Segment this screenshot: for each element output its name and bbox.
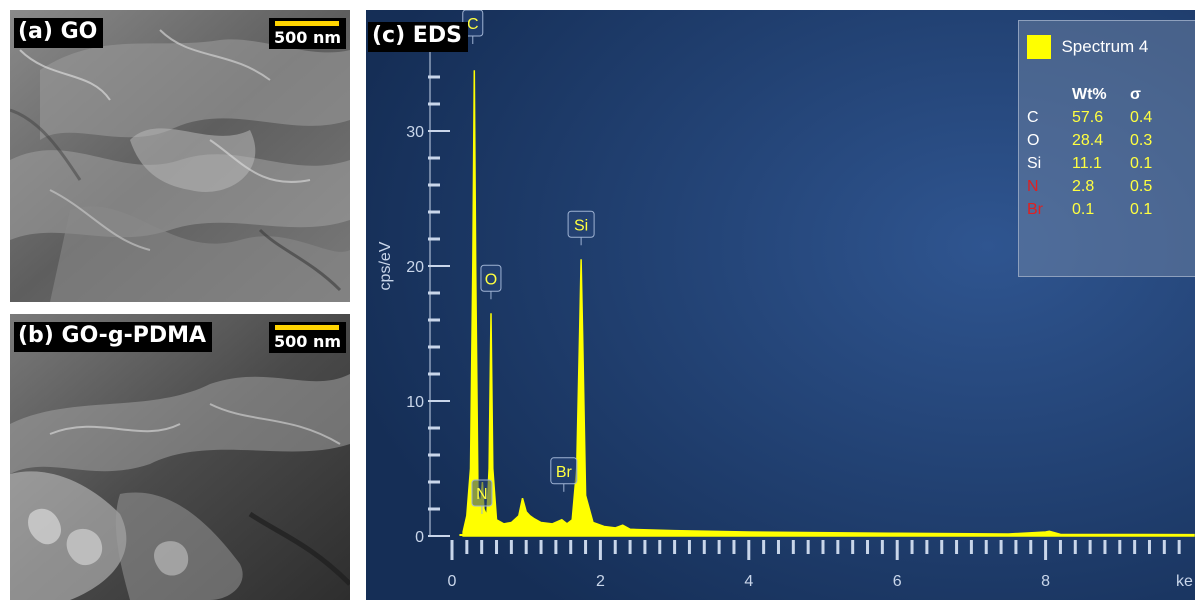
wt-value: 57.6 <box>1072 108 1104 126</box>
sem-texture-go-g-pdma <box>10 314 350 600</box>
sigma-value: 0.4 <box>1130 108 1153 126</box>
element-name: O <box>1027 131 1040 149</box>
panel-a-label: (a) GO <box>14 18 104 48</box>
peak-label-text: Br <box>556 464 573 481</box>
y-tick-label: 0 <box>415 529 424 546</box>
eds-spectrum-chart: 0 10 20 30 cps/eV 0 2 4 6 8 ke C N O Br Si <box>366 10 1195 600</box>
table-row: Br 0.1 0.1 <box>1027 198 1170 221</box>
legend-swatch <box>1027 35 1051 59</box>
element-name: N <box>1027 177 1039 195</box>
x-tick-label: 6 <box>893 573 902 590</box>
scale-bar-line <box>275 21 340 26</box>
table-header-row: Wt% σ <box>1027 83 1170 106</box>
x-tick-label: 2 <box>596 573 605 590</box>
header-wt: Wt% <box>1072 85 1107 103</box>
y-axis-label: cps/eV <box>377 241 394 290</box>
wt-value: 11.1 <box>1072 154 1102 172</box>
table-row: O 28.4 0.3 <box>1027 129 1170 152</box>
wt-value: 0.1 <box>1072 200 1095 218</box>
wt-value: 28.4 <box>1072 131 1104 149</box>
sigma-value: 0.1 <box>1130 200 1153 218</box>
sigma-value: 0.1 <box>1130 154 1153 172</box>
x-tick-label: 4 <box>744 573 753 590</box>
legend-header: Spectrum 4 <box>1027 35 1148 59</box>
panel-b-label: (b) GO-g-PDMA <box>14 322 212 352</box>
header-sigma: σ <box>1130 85 1141 103</box>
element-name: C <box>1027 108 1039 126</box>
legend: Spectrum 4 Wt% σ C 57.6 0.4 O 28.4 0.3 S… <box>1018 20 1195 277</box>
wt-value: 2.8 <box>1072 177 1095 195</box>
y-tick-label: 30 <box>406 124 424 141</box>
sem-image-go-g-pdma: (b) GO-g-PDMA 500 nm <box>10 314 350 600</box>
eds-spectrum-panel: 0 10 20 30 cps/eV 0 2 4 6 8 ke C N O Br Si (c) EDS Spe… <box>366 10 1195 600</box>
table-row: C 57.6 0.4 <box>1027 106 1170 129</box>
header-element <box>1027 83 1072 106</box>
sigma-value: 0.3 <box>1130 131 1153 149</box>
peak-label-text: N <box>476 486 488 503</box>
y-tick-label: 20 <box>406 259 424 276</box>
peak-callout-box <box>567 210 595 238</box>
sem-image-go: (a) GO 500 nm <box>10 10 350 302</box>
legend-spectrum-name: Spectrum 4 <box>1061 37 1149 56</box>
x-tick-label: 8 <box>1041 573 1050 590</box>
scale-bar-b: 500 nm <box>268 322 346 353</box>
peak-label-text: O <box>485 271 497 288</box>
peak-label-o: O <box>480 264 502 300</box>
peak-label-text: Si <box>574 217 588 234</box>
panel-c-label: (c) EDS <box>368 22 468 52</box>
composition-table: Wt% σ C 57.6 0.4 O 28.4 0.3 Si 11.1 0.1 … <box>1027 83 1170 221</box>
x-tick-label: 0 <box>448 573 457 590</box>
y-tick-label: 10 <box>406 394 424 411</box>
scale-bar-a: 500 nm <box>268 18 346 49</box>
peak-label-text: C <box>467 16 479 33</box>
sigma-value: 0.5 <box>1130 177 1153 195</box>
element-name: Si <box>1027 154 1042 172</box>
peak-label-si: Si <box>567 210 595 246</box>
chart-background <box>366 10 1195 600</box>
peak-label-br: Br <box>550 457 578 492</box>
x-axis-label: ke <box>1176 573 1193 590</box>
sem-texture-go <box>10 10 350 302</box>
peak-label-n: N <box>471 479 493 514</box>
peak-callout-box <box>471 479 493 507</box>
table-row: Si 11.1 0.1 <box>1027 152 1170 175</box>
scale-bar-text: 500 nm <box>273 332 341 351</box>
table-row: N 2.8 0.5 <box>1027 175 1170 198</box>
peak-callout-box <box>480 264 502 292</box>
scale-bar-line <box>275 325 340 330</box>
scale-bar-text: 500 nm <box>273 28 341 47</box>
peak-callout-box <box>550 457 578 485</box>
element-name: Br <box>1027 200 1043 218</box>
